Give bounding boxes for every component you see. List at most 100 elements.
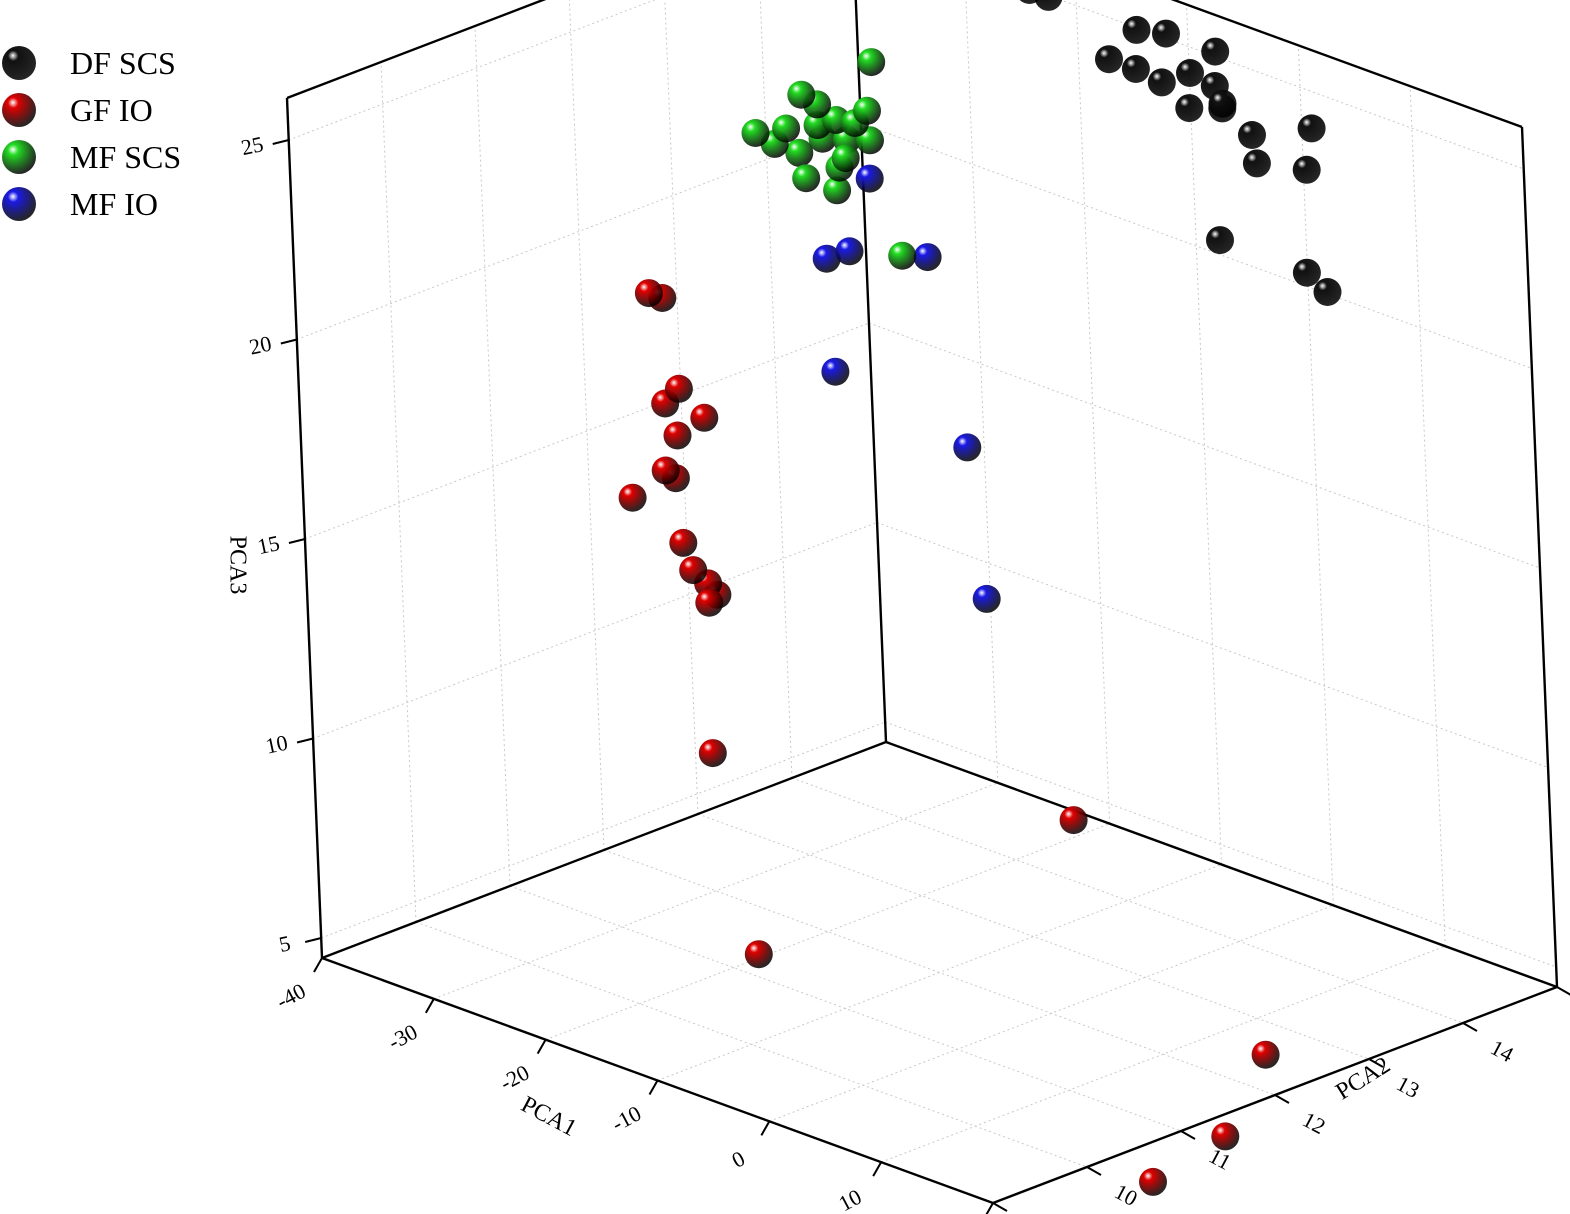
data-point-gf-io [618, 483, 647, 512]
x-tick-mark [760, 1120, 771, 1136]
grid-line-back-z [1059, 0, 1524, 170]
data-point-mf-io [855, 164, 884, 193]
data-point-mf-scs [857, 48, 886, 77]
y-tick-label: 13 [1393, 1071, 1424, 1103]
data-point-mf-io [835, 237, 864, 266]
x-tick-mark [424, 998, 435, 1014]
legend-label: MF IO [70, 186, 158, 222]
data-point-mf-scs [772, 114, 801, 143]
legend-label: MF SCS [70, 139, 181, 175]
y-tick-mark [1086, 1166, 1102, 1176]
data-point-gf-io [634, 279, 663, 308]
grid-line-back-z [860, 123, 1532, 369]
data-point-gf-io [695, 588, 724, 617]
grid-line-floor-y [509, 885, 1182, 1132]
data-point-mf-scs [853, 96, 881, 125]
data-points [618, 0, 1342, 1196]
grid-line-floor-x [433, 782, 999, 1000]
z-tick-mark [304, 937, 322, 943]
grid-line-left-z [321, 721, 886, 939]
x-tick-mark [985, 1202, 994, 1214]
data-point-df-scs [1201, 37, 1230, 66]
data-point-df-scs [1019, 0, 1040, 4]
data-point-mf-io [953, 433, 982, 462]
data-point-mf-scs [741, 119, 770, 147]
y-tick-mark [1462, 1022, 1478, 1032]
x-tick-label: -30 [384, 1019, 422, 1055]
legend-marker [2, 46, 36, 80]
frame-edge [1170, 0, 1523, 129]
legend-marker [2, 187, 36, 221]
data-point-gf-io [651, 456, 680, 485]
z-tick-mark [272, 139, 289, 145]
data-point-df-scs [1297, 114, 1326, 143]
legend: DF SCS GF IO MF SCS MF IO [2, 45, 181, 222]
grid-line-floor-x [545, 823, 1110, 1041]
x-tick-mark [313, 957, 323, 973]
frame-edge [321, 740, 887, 960]
data-point-df-scs [1292, 258, 1321, 287]
z-tick-label: 10 [263, 730, 290, 759]
z-tick-mark [280, 338, 298, 345]
z-tick-label: 5 [277, 930, 293, 957]
frame-edge [885, 740, 1558, 989]
grid-line-back-x [1409, 86, 1446, 947]
y-tick-label: 12 [1299, 1107, 1330, 1139]
y-tick-mark [1180, 1130, 1196, 1140]
data-point-gf-io [679, 556, 708, 585]
data-point-df-scs [1175, 94, 1204, 123]
grid-line-left-y [380, 61, 417, 923]
data-point-gf-io [1139, 1167, 1167, 1196]
frame-edge [285, 97, 324, 959]
x-tick-mark [648, 1080, 659, 1095]
x-tick-label: -40 [272, 978, 310, 1014]
z-tick-label: 15 [255, 530, 282, 559]
legend-label: GF IO [70, 92, 153, 128]
data-point-df-scs [1238, 121, 1266, 149]
grid-line-back-x [1186, 4, 1222, 865]
grid-line-back-z [885, 721, 1557, 968]
data-point-df-scs [1292, 155, 1321, 184]
y-tick-mark [1556, 986, 1570, 996]
y-tick-label: 10 [1111, 1179, 1142, 1211]
data-point-gf-io [663, 421, 692, 450]
data-point-mf-scs [823, 176, 852, 205]
data-point-gf-io [698, 739, 727, 768]
y-tick-mark [1368, 1058, 1384, 1068]
x-axis-title: PCA1 [517, 1091, 581, 1142]
data-point-gf-io [664, 374, 693, 403]
axes-frame [285, 0, 1559, 1205]
data-point-gf-io [690, 403, 719, 432]
data-point-df-scs [1095, 45, 1123, 74]
grid-line-floor-y [791, 777, 1464, 1024]
grid-line-left-z [288, 0, 656, 141]
grid-line-left-y [474, 25, 511, 887]
data-point-mf-io [821, 357, 850, 386]
data-point-df-scs [1121, 55, 1150, 83]
grid-line-left-z [312, 522, 878, 739]
data-point-df-scs [1313, 278, 1342, 306]
data-point-df-scs [1208, 89, 1237, 118]
z-tick-label: 20 [247, 331, 274, 360]
data-point-mf-io [913, 243, 942, 272]
data-point-mf-scs [785, 138, 814, 167]
legend-label: DF SCS [70, 45, 176, 81]
data-point-df-scs [1176, 59, 1204, 87]
grid-line-left-y [759, 0, 793, 779]
data-point-mf-scs [888, 241, 917, 270]
data-point-df-scs [1122, 15, 1151, 44]
frame-edge [1520, 126, 1559, 988]
grid-line-floor-x [657, 864, 1222, 1081]
x-tick-mark [872, 1161, 883, 1177]
y-tick-label: 14 [1487, 1035, 1518, 1067]
z-axis-title: PCA3 [224, 536, 250, 595]
data-point-gf-io [1211, 1122, 1240, 1151]
y-tick-mark [1274, 1094, 1290, 1104]
legend-marker [2, 93, 36, 127]
grid-line-back-z [876, 522, 1549, 768]
grid-line-floor-y [415, 921, 1088, 1168]
data-point-mf-scs [787, 80, 816, 109]
x-tick-label: 10 [834, 1184, 865, 1214]
